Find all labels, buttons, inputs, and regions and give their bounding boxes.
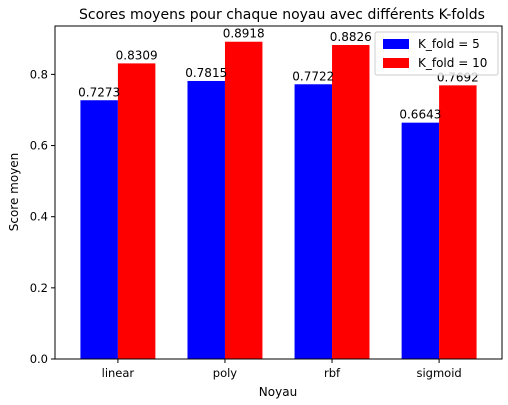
data-label-linear-series-1: 0.8309 (116, 48, 158, 62)
legend-swatch-k5 (383, 39, 409, 49)
x-tick-label-linear: linear (102, 366, 135, 380)
x-tick-label-poly: poly (213, 366, 238, 380)
y-tick-label-2: 0.4 (30, 210, 48, 224)
chart-title: Scores moyens pour chaque noyau avec dif… (79, 7, 485, 23)
legend: K_fold = 5 K_fold = 10 (374, 31, 499, 76)
legend-swatch-k10 (383, 58, 409, 68)
y-tick-label-0: 0.0 (30, 352, 48, 366)
data-label-sigmoid-series-0: 0.6643 (399, 108, 441, 122)
bar-linear-series-1 (117, 63, 156, 359)
data-label-rbf-series-0: 0.7722 (292, 69, 334, 83)
data-label-poly-series-0: 0.7815 (185, 66, 227, 80)
data-label-poly-series-1: 0.8918 (223, 27, 265, 41)
bar-linear-series-0 (80, 100, 118, 359)
bars-group (80, 41, 477, 359)
plot-frame (54, 25, 503, 360)
legend-label-k5: K_fold = 5 (418, 37, 480, 51)
bar-rbf-series-1 (332, 45, 370, 359)
data-label-linear-series-0: 0.7273 (78, 85, 120, 99)
y-tick-label-4: 0.8 (30, 67, 48, 81)
bar-poly-series-0 (187, 80, 225, 359)
bar-poly-series-1 (224, 41, 263, 359)
x-tick-label-rbf: rbf (324, 366, 341, 380)
data-label-rbf-series-1: 0.8826 (330, 30, 372, 44)
y-tick-label-1: 0.2 (30, 281, 48, 295)
x-axis: linear poly rbf sigmoid (102, 359, 462, 380)
bar-sigmoid-series-0 (401, 122, 440, 359)
y-tick-label-3: 0.6 (30, 139, 48, 153)
bar-rbf-series-0 (294, 84, 333, 359)
legend-label-k10: K_fold = 10 (418, 56, 487, 70)
x-axis-label: Noyau (259, 385, 297, 399)
y-axis: 0.0 0.2 0.4 0.6 0.8 (30, 67, 55, 366)
x-tick-label-sigmoid: sigmoid (416, 366, 461, 380)
bar-sigmoid-series-1 (439, 85, 477, 359)
y-axis-label: Score moyen (7, 153, 21, 232)
